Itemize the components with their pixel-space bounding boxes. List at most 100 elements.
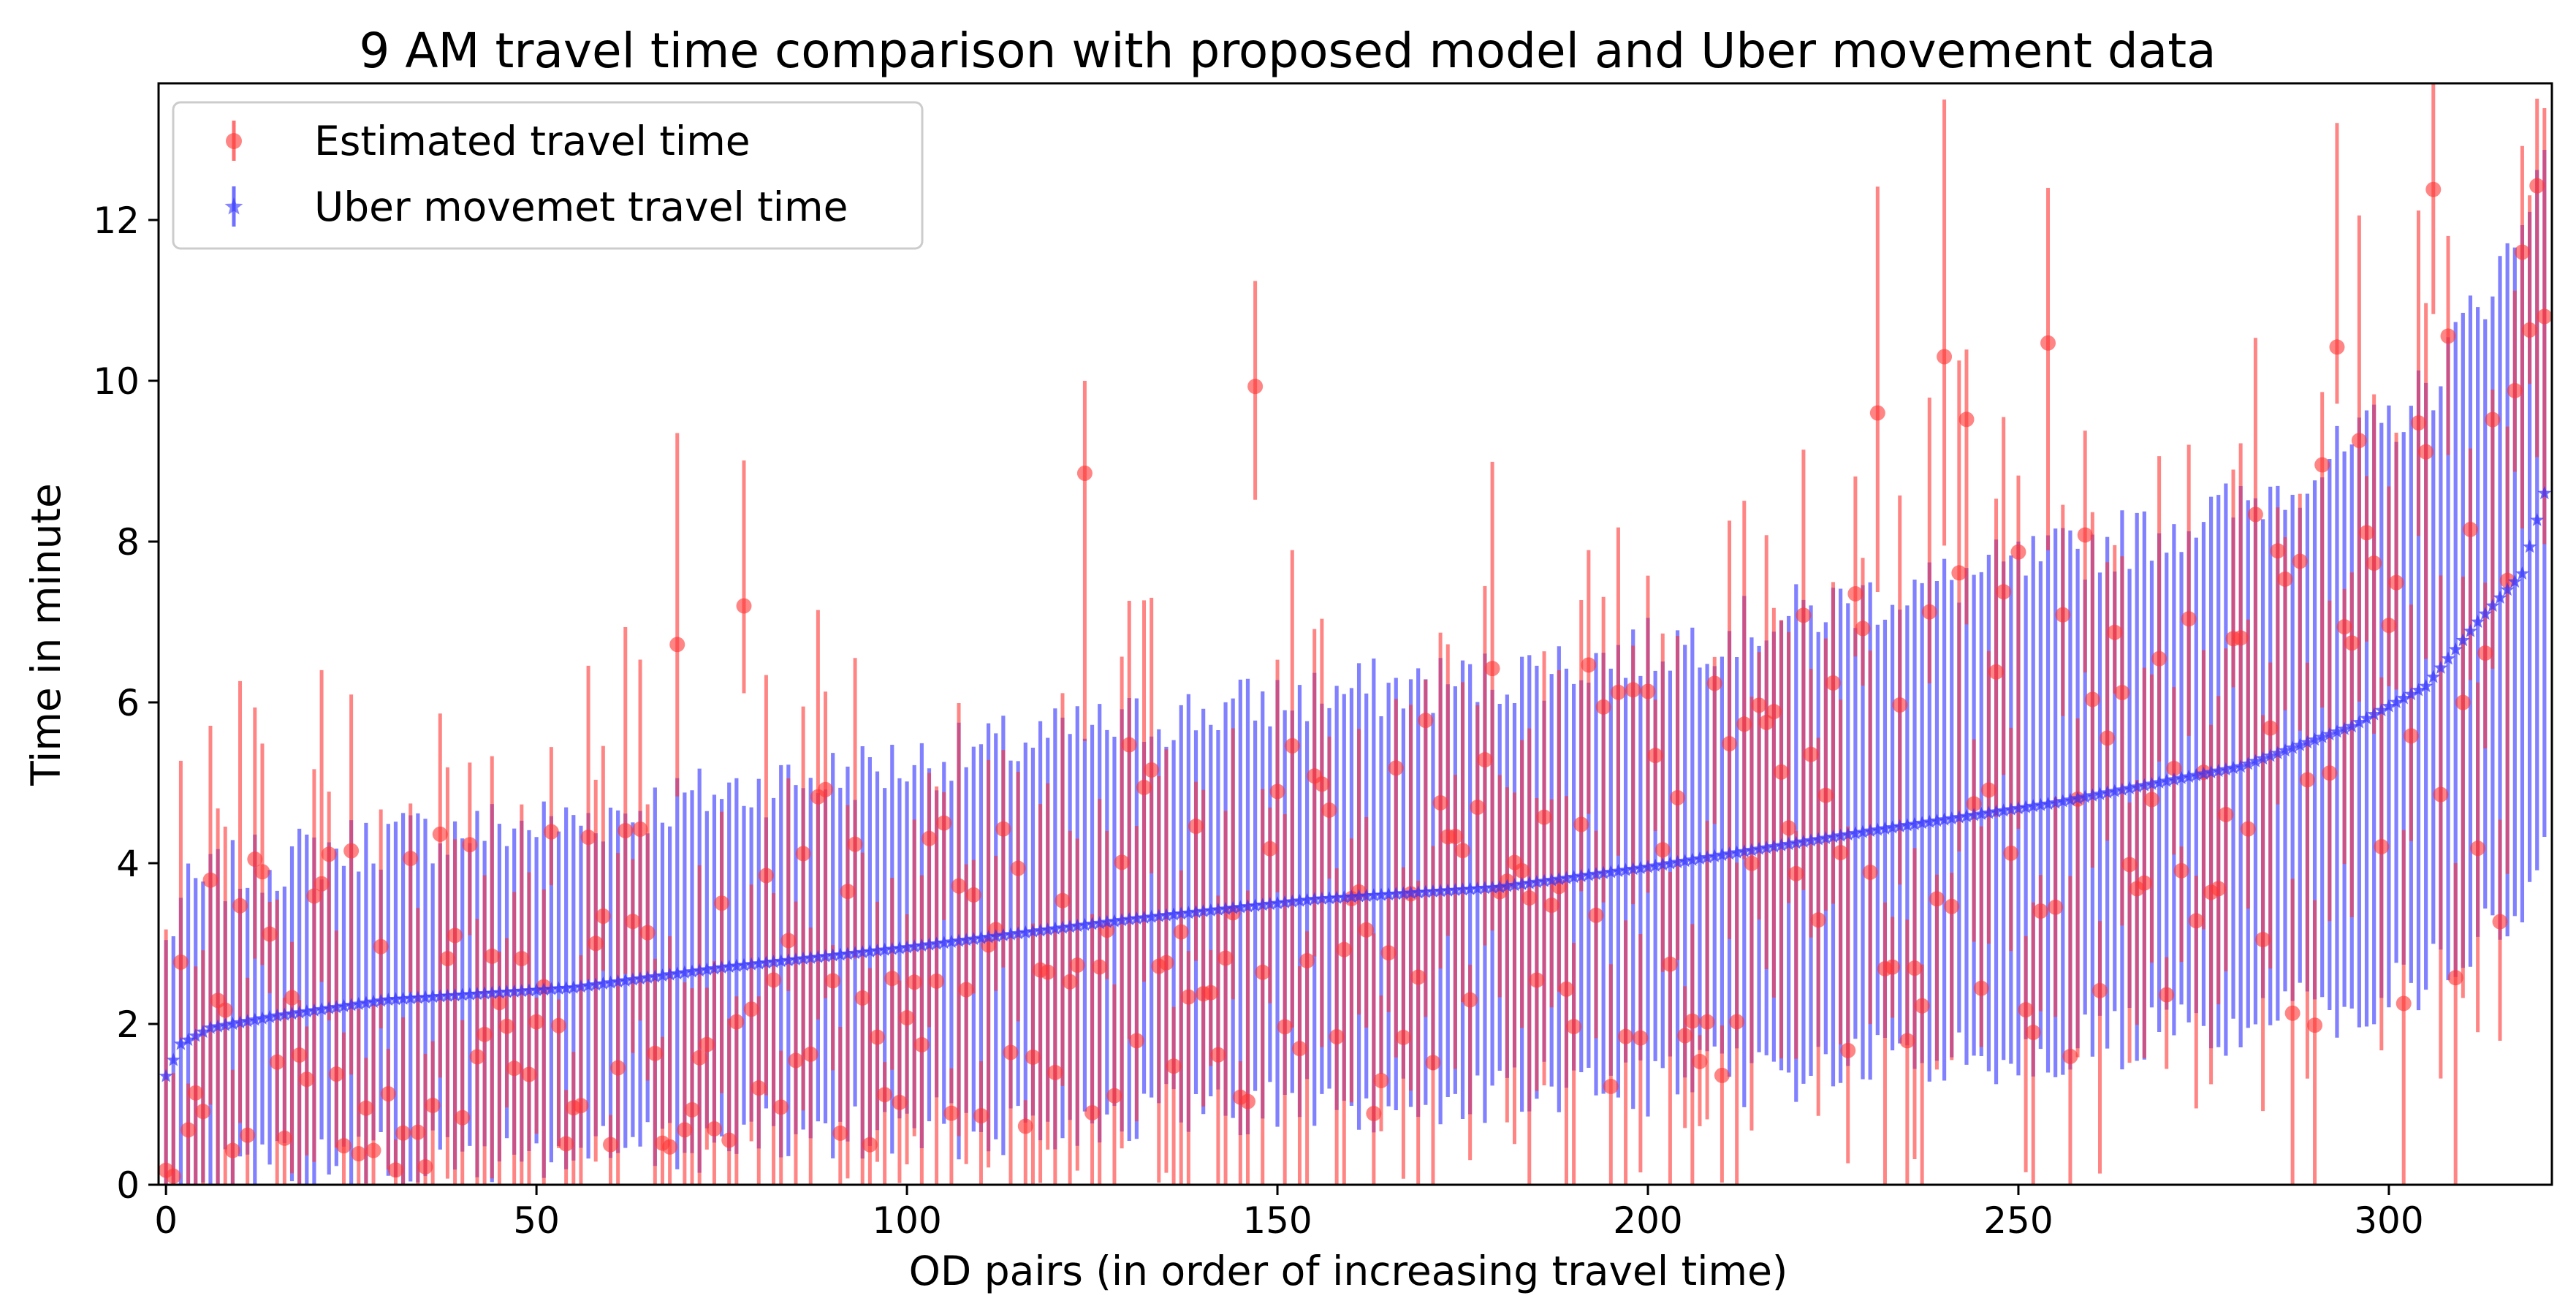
uber-point bbox=[1834, 828, 1848, 842]
uber-point bbox=[322, 1001, 336, 1014]
uber-point bbox=[1700, 850, 1714, 864]
uber-point bbox=[1811, 832, 1825, 846]
estimated-point bbox=[1581, 657, 1597, 673]
estimated-point bbox=[395, 1125, 411, 1141]
estimated-point bbox=[172, 954, 189, 970]
uber-point bbox=[196, 1025, 210, 1039]
estimated-point bbox=[1862, 864, 1878, 880]
estimated-point bbox=[551, 1017, 567, 1033]
estimated-point bbox=[1114, 854, 1130, 870]
uber-point bbox=[2129, 779, 2144, 793]
uber-point bbox=[366, 994, 381, 1008]
estimated-point bbox=[514, 951, 530, 967]
legend-uber-label: Uber movemet travel time bbox=[314, 183, 848, 230]
uber-point bbox=[1603, 865, 1618, 879]
uber-point bbox=[2278, 743, 2292, 757]
uber-point bbox=[2026, 799, 2040, 813]
estimated-point bbox=[1010, 860, 1026, 876]
estimated-point bbox=[2092, 982, 2108, 998]
estimated-point bbox=[1662, 956, 1678, 972]
uber-point bbox=[2085, 788, 2100, 802]
estimated-point bbox=[706, 1120, 722, 1137]
uber-point bbox=[1181, 906, 1196, 919]
uber-point bbox=[1211, 902, 1226, 916]
uber-point bbox=[2011, 801, 2026, 815]
estimated-point bbox=[1128, 1033, 1144, 1049]
estimated-point bbox=[521, 1066, 537, 1082]
uber-point bbox=[1433, 884, 1448, 898]
estimated-point bbox=[2211, 881, 2227, 897]
uber-point bbox=[1589, 867, 1603, 881]
estimated-point bbox=[1758, 714, 1774, 730]
uber-point bbox=[855, 945, 870, 959]
uber-point bbox=[774, 954, 789, 968]
uber-point bbox=[670, 966, 685, 980]
uber-point bbox=[1878, 821, 1892, 835]
uber-point bbox=[989, 929, 1003, 943]
uber-point bbox=[507, 984, 522, 998]
uber-point bbox=[1292, 893, 1307, 907]
estimated-point bbox=[2136, 875, 2152, 891]
uber-point bbox=[2018, 800, 2033, 813]
estimated-point bbox=[2529, 178, 2545, 194]
uber-point bbox=[626, 972, 640, 986]
estimated-point bbox=[2299, 772, 2315, 788]
estimated-point bbox=[1640, 683, 1656, 699]
uber-point bbox=[751, 956, 766, 970]
uber-point bbox=[352, 996, 366, 1010]
estimated-point bbox=[2255, 932, 2271, 948]
estimated-point bbox=[1973, 980, 1989, 996]
uber-point bbox=[581, 978, 596, 992]
uber-point bbox=[1500, 879, 1514, 892]
uber-point bbox=[1633, 860, 1648, 874]
uber-point bbox=[500, 984, 514, 998]
uber-point bbox=[448, 988, 463, 1002]
estimated-point bbox=[625, 914, 641, 930]
y-tick-label: 6 bbox=[116, 682, 140, 724]
estimated-point bbox=[373, 938, 389, 955]
uber-point bbox=[1537, 873, 1551, 887]
estimated-point bbox=[618, 822, 634, 838]
estimated-point bbox=[662, 1139, 678, 1155]
estimated-point bbox=[1284, 737, 1300, 754]
y-tick-label: 8 bbox=[116, 521, 140, 564]
uber-point bbox=[1352, 889, 1367, 903]
uber-point bbox=[2419, 679, 2433, 693]
uber-point bbox=[1663, 856, 1677, 870]
uber-point bbox=[729, 958, 744, 972]
uber-point bbox=[2241, 756, 2255, 770]
estimated-point bbox=[1144, 762, 1160, 778]
estimated-point bbox=[2403, 728, 2419, 744]
uber-point bbox=[2300, 735, 2314, 749]
uber-point bbox=[1678, 854, 1692, 868]
estimated-point bbox=[825, 973, 841, 989]
estimated-point bbox=[840, 884, 856, 900]
uber-point bbox=[1744, 843, 1759, 857]
uber-point bbox=[1137, 910, 1151, 924]
uber-point bbox=[485, 985, 499, 999]
estimated-point bbox=[1136, 779, 1152, 795]
uber-point bbox=[2308, 732, 2322, 746]
uber-point bbox=[685, 964, 699, 978]
uber-point bbox=[477, 986, 492, 1000]
y-tick-label: 0 bbox=[116, 1164, 140, 1207]
uber-point bbox=[1530, 875, 1544, 889]
estimated-point bbox=[1885, 959, 1901, 975]
estimated-point bbox=[1484, 661, 1500, 677]
estimated-point bbox=[1914, 998, 1930, 1014]
estimated-point bbox=[2048, 899, 2064, 915]
uber-point bbox=[1544, 873, 1559, 887]
uber-point bbox=[833, 947, 848, 961]
legend-estimated-marker bbox=[226, 133, 242, 149]
uber-point bbox=[2248, 754, 2262, 767]
estimated-point bbox=[647, 1045, 663, 1061]
estimated-point bbox=[1262, 841, 1278, 857]
estimated-point bbox=[1380, 945, 1397, 961]
estimated-point bbox=[1958, 411, 1975, 428]
estimated-point bbox=[929, 973, 945, 989]
estimated-point bbox=[1255, 964, 1271, 980]
uber-point bbox=[1085, 917, 1100, 930]
uber-point bbox=[1456, 882, 1470, 896]
